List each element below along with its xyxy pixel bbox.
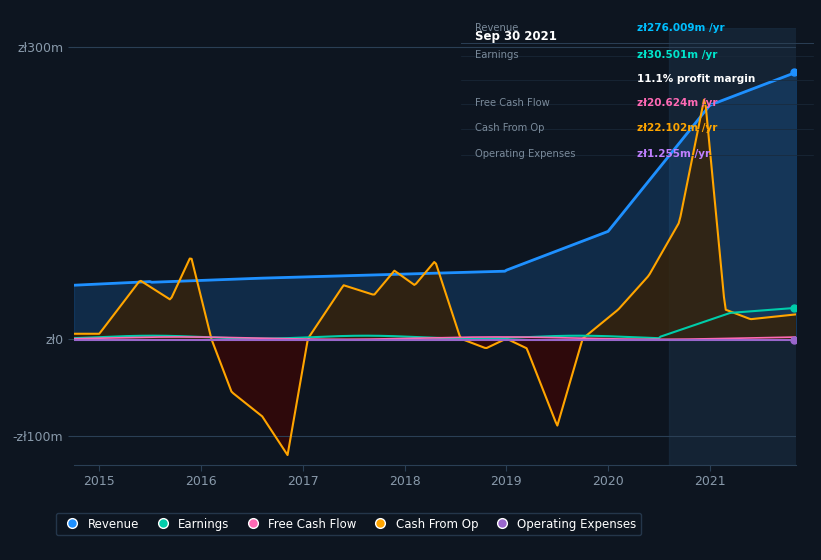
Text: Earnings: Earnings xyxy=(475,50,519,60)
Text: Operating Expenses: Operating Expenses xyxy=(475,149,576,159)
Text: Revenue: Revenue xyxy=(475,22,519,32)
Text: zł30.501m /yr: zł30.501m /yr xyxy=(637,50,718,60)
Text: 11.1% profit margin: 11.1% profit margin xyxy=(637,74,755,84)
Bar xyxy=(669,28,817,465)
Text: Sep 30 2021: Sep 30 2021 xyxy=(475,30,557,43)
Text: Free Cash Flow: Free Cash Flow xyxy=(475,98,550,108)
Text: Cash From Op: Cash From Op xyxy=(475,123,545,133)
Text: zł20.624m /yr: zł20.624m /yr xyxy=(637,98,718,108)
Text: zł276.009m /yr: zł276.009m /yr xyxy=(637,22,725,32)
Legend: Revenue, Earnings, Free Cash Flow, Cash From Op, Operating Expenses: Revenue, Earnings, Free Cash Flow, Cash … xyxy=(56,513,641,535)
Text: zł22.102m /yr: zł22.102m /yr xyxy=(637,123,718,133)
Text: zł1.255m /yr: zł1.255m /yr xyxy=(637,149,710,159)
